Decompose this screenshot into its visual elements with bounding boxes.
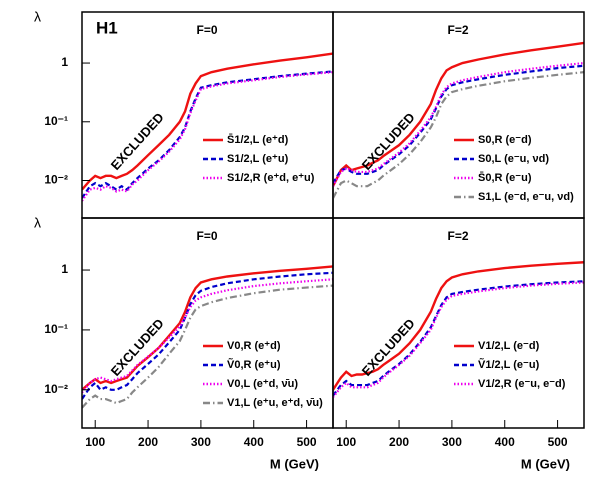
plot-area [82, 265, 333, 409]
y-tick-label: 10⁻¹ [44, 322, 68, 336]
series-line [82, 284, 333, 409]
legend-label: V1/2,L (e⁻d) [478, 340, 540, 352]
x-tick-label: 300 [191, 435, 211, 449]
legend-label: S̄1/2,L (e⁺d) [227, 134, 289, 146]
plot-area [333, 41, 584, 199]
legend-label: S1,L (e⁻d, e⁻u, νd) [478, 191, 574, 203]
plot-area [333, 261, 584, 398]
y-tick-label: 1 [61, 55, 68, 69]
excluded-label: EXCLUDED [359, 316, 418, 379]
legend-label: Ṽ0,R (e⁺u) [227, 358, 281, 371]
series-line [82, 271, 333, 400]
legend-label: V0,R (e⁺d) [227, 340, 281, 352]
series-line [333, 61, 584, 187]
x-tick-label: 200 [389, 435, 409, 449]
x-tick-label: 500 [548, 435, 568, 449]
x-axis-label: M (GeV) [521, 456, 570, 471]
y-axis-label: λ [34, 215, 41, 231]
x-tick-label: 100 [85, 435, 105, 449]
y-tick-label: 10⁻¹ [44, 114, 68, 128]
panel-label: F=2 [447, 23, 468, 37]
series-line [333, 64, 584, 184]
series-line [333, 280, 584, 397]
x-axis-label: M (GeV) [270, 456, 319, 471]
excluded-label: EXCLUDED [359, 110, 418, 173]
series-line [333, 281, 584, 398]
x-tick-label: 500 [297, 435, 317, 449]
panel-frame [332, 217, 585, 429]
panel-label: F=0 [196, 23, 217, 37]
x-tick-label: 400 [244, 435, 264, 449]
legend-label: V1,L (e⁺u, e⁺d, ν̄u) [227, 397, 323, 409]
series-line [333, 261, 584, 391]
excluded-label: EXCLUDED [108, 110, 167, 173]
legend-label: V0,L (e⁺d, ν̄u) [227, 378, 298, 390]
y-tick-label: 1 [61, 262, 68, 276]
series-line [333, 41, 584, 187]
x-tick-label: 400 [495, 435, 515, 449]
x-tick-label: 300 [442, 435, 462, 449]
series-line [333, 71, 584, 199]
legend-label: S0,R (e⁻d) [478, 134, 532, 146]
legend-label: Ṽ1/2,L (e⁻u) [478, 358, 540, 371]
legend-label: S̄0,R (e⁻u) [478, 172, 532, 184]
panel-frame [332, 11, 585, 219]
x-tick-label: 200 [138, 435, 158, 449]
y-axis-label: λ [34, 9, 41, 25]
panel-label: F=0 [196, 229, 217, 243]
series-line [82, 52, 333, 191]
series-line [82, 278, 333, 394]
y-tick-label: 10⁻² [44, 382, 68, 396]
y-tick-label: 10⁻² [44, 173, 68, 187]
series-line [82, 71, 333, 202]
plot-area [82, 52, 333, 202]
legend-label: V1/2,R (e⁻u, e⁻d) [478, 378, 566, 390]
panel-label: F=2 [447, 229, 468, 243]
x-tick-label: 100 [336, 435, 356, 449]
legend-label: S1/2,L (e⁺u) [227, 153, 289, 165]
legend-label: S0,L (e⁻u, νd) [478, 153, 549, 165]
experiment-label: H1 [96, 18, 118, 37]
legend-label: S1/2,R (e⁺d, e⁺u) [227, 172, 315, 184]
